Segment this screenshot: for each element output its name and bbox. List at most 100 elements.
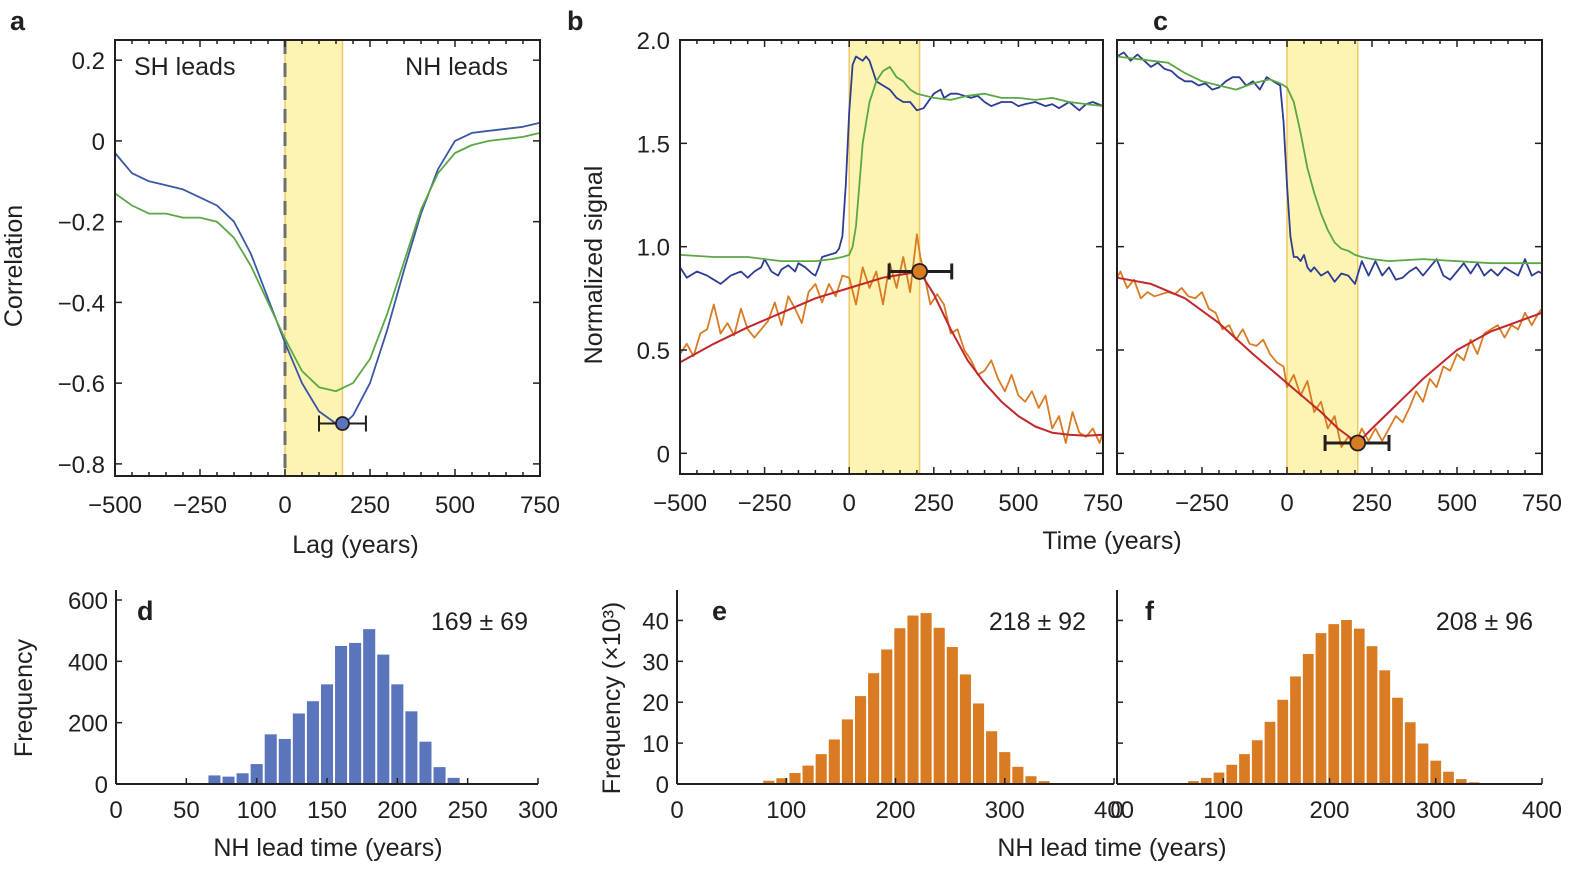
histogram-bar: [1341, 620, 1352, 784]
y-axis-label: Correlation: [0, 205, 28, 327]
histogram-bar: [1012, 766, 1024, 784]
annotation-sh-leads: SH leads: [134, 53, 235, 81]
x-tick-label: 300: [985, 797, 1025, 824]
histogram-bar: [208, 775, 221, 784]
histogram-bar: [815, 754, 827, 784]
x-tick-label: 200: [875, 797, 915, 824]
y-tick-label: 0.2: [72, 48, 105, 75]
panel-label-c: c: [1153, 6, 1168, 36]
y-tick-label: 0: [656, 772, 669, 799]
series-fit-line: [1116, 276, 1543, 444]
histogram-bar: [1025, 776, 1037, 784]
series-orange-line: [679, 233, 1104, 444]
histogram-bar: [933, 627, 945, 784]
histogram-bar: [1417, 743, 1429, 784]
series-green-line: [114, 132, 541, 393]
stats-annotation: 169 ± 69: [431, 608, 528, 636]
panel-label-f: f: [1145, 596, 1155, 626]
histogram-bar: [447, 777, 460, 784]
lead-point-marker: [335, 416, 350, 431]
y-tick-label: 10: [642, 731, 669, 758]
histogram-bar: [894, 628, 906, 784]
y-tick-label: 0: [92, 129, 105, 156]
x-tick-label: −500: [88, 492, 142, 519]
series-blue-line: [1116, 51, 1543, 285]
x-tick-label: 100: [237, 797, 277, 824]
x-tick-label: 100: [766, 797, 806, 824]
stats-annotation: 218 ± 92: [989, 608, 1086, 636]
panel-label-d: d: [137, 596, 154, 626]
series-orange-line: [1116, 270, 1543, 448]
x-tick-label: −250: [738, 490, 792, 517]
series-green-line: [679, 66, 1104, 262]
y-tick-label: 0: [657, 441, 670, 468]
histogram-bar: [776, 778, 788, 784]
x-axis-label: Time (years): [1042, 527, 1181, 555]
x-tick-label: 750: [520, 492, 560, 519]
lead-point-marker: [1349, 434, 1367, 452]
shaded-region: [1287, 40, 1358, 474]
histogram-bar: [802, 765, 814, 784]
histogram-bar: [1353, 628, 1365, 784]
x-axis-label: NH lead time (years): [997, 834, 1226, 862]
y-tick-label: 40: [642, 608, 669, 635]
histogram-bar: [292, 713, 305, 784]
lead-point-marker: [911, 263, 928, 280]
histogram-bar: [349, 642, 362, 784]
histogram-bar: [278, 738, 291, 784]
histogram-bar: [1392, 697, 1403, 784]
panel-f: 0 100 200 300 400 f 208 ± 96: [1110, 590, 1562, 824]
axes-frame: [1116, 39, 1543, 475]
axes-frame: [114, 39, 541, 477]
histogram-bar: [1277, 699, 1289, 784]
x-tick-label: −500: [653, 490, 707, 517]
y-tick-label: −0.2: [58, 210, 105, 237]
histogram-bar: [306, 701, 319, 784]
y-tick-label: 20: [642, 690, 669, 717]
panel-label-e: e: [712, 596, 727, 626]
histogram-bar: [763, 780, 775, 784]
x-tick-label: 400: [1094, 797, 1134, 824]
histogram-bar: [1366, 646, 1378, 784]
x-tick-label: 200: [1309, 797, 1349, 824]
histogram-bar: [1038, 781, 1050, 784]
x-tick-label: 0: [670, 797, 683, 824]
y-tick-label: 400: [68, 649, 108, 676]
histogram-bar: [1315, 633, 1327, 784]
x-tick-label: 0: [843, 490, 856, 517]
panel-d: 0 50 100 150 200 250 300 0 200 400 600 d 169 ± 69 Fre…: [10, 588, 558, 862]
y-tick-label: 1.0: [637, 235, 670, 262]
histogram-bar: [920, 613, 932, 784]
histogram-bar: [1455, 779, 1467, 784]
panel-a: −500 −250 0 250 500 750 0.2 0 −0.2 −0.4 −0.6 −0.8 a C…: [0, 6, 560, 559]
histogram-bar: [1379, 670, 1391, 784]
y-tick-label: 0: [95, 772, 108, 799]
panel-b: −500 −250 0 250 500 750 2.0 1.5 1.0 0.5 0 b Normaliz…: [567, 6, 1182, 555]
histogram-bar: [868, 673, 880, 784]
x-tick-label: 750: [1522, 490, 1562, 517]
histogram-bar: [959, 674, 971, 784]
series-green-line: [1116, 55, 1542, 265]
histogram-bar: [1200, 777, 1212, 784]
histogram-bar: [1188, 781, 1199, 784]
histogram-bar: [986, 731, 998, 784]
histogram-bar: [236, 773, 249, 784]
x-tick-label: 0: [1110, 797, 1123, 824]
axes-frame: [679, 39, 1104, 475]
histogram-bar: [1404, 722, 1416, 784]
y-tick-label: 2.0: [637, 28, 670, 55]
x-tick-label: −250: [1175, 490, 1229, 517]
y-tick-label: −0.8: [58, 452, 105, 479]
histogram-bar: [946, 647, 958, 784]
x-tick-label: 200: [377, 797, 417, 824]
histogram-bar: [907, 615, 919, 784]
x-tick-label: 250: [1352, 490, 1392, 517]
y-tick-label: 200: [68, 711, 108, 738]
x-tick-label: 0: [1280, 490, 1293, 517]
x-tick-label: 250: [448, 797, 488, 824]
x-tick-label: 500: [1437, 490, 1477, 517]
x-tick-label: −250: [173, 492, 227, 519]
histogram-bar: [264, 734, 277, 784]
